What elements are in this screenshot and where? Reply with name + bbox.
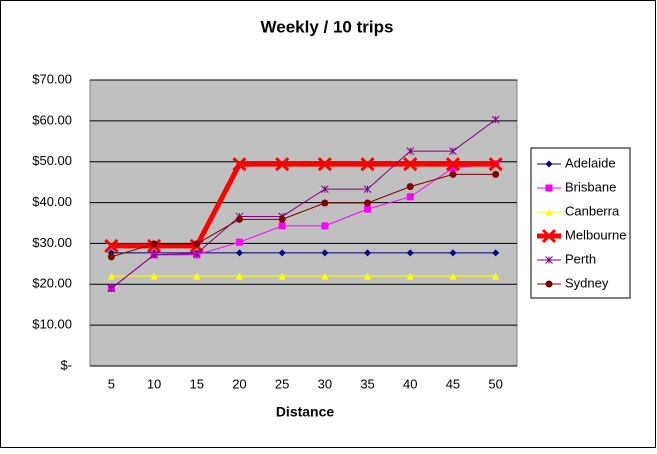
x-tick-label: 25: [275, 376, 289, 391]
y-tick-label: $20.00: [32, 276, 72, 291]
x-tick-label: 15: [190, 376, 204, 391]
marker: [235, 215, 243, 223]
marker: [445, 157, 461, 172]
marker: [235, 272, 243, 280]
marker: [107, 272, 115, 280]
legend-marker: [545, 256, 553, 264]
marker: [278, 272, 286, 280]
marker: [360, 157, 375, 172]
marker: [364, 205, 372, 213]
x-tick-label: 30: [318, 376, 332, 391]
legend-label: Melbourne: [565, 227, 626, 242]
x-tick-label: 5: [108, 376, 115, 391]
marker: [321, 222, 329, 230]
marker: [193, 272, 201, 280]
marker: [278, 215, 286, 223]
marker: [321, 272, 329, 280]
marker: [364, 199, 372, 207]
marker: [492, 170, 500, 178]
y-tick-label: $60.00: [32, 112, 72, 127]
legend-marker: [545, 160, 553, 168]
legend-label: Adelaide: [565, 155, 616, 170]
marker: [104, 238, 119, 253]
marker: [235, 249, 243, 257]
legend-label: Brisbane: [565, 179, 616, 194]
x-tick-label: 20: [232, 376, 246, 391]
marker: [449, 272, 457, 280]
x-tick-label: 35: [360, 376, 374, 391]
marker: [150, 272, 158, 280]
marker: [492, 249, 500, 257]
legend-label: Sydney: [565, 275, 609, 290]
marker: [449, 170, 457, 178]
plot-area: [89, 79, 518, 367]
x-tick-label: 10: [147, 376, 161, 391]
y-tick-label: $70.00: [32, 71, 72, 86]
legend-label: Perth: [565, 251, 596, 266]
series-line: [111, 161, 496, 249]
marker: [107, 253, 115, 261]
marker: [364, 249, 372, 257]
marker: [317, 157, 332, 172]
x-tick-label: 50: [488, 376, 502, 391]
marker: [320, 185, 329, 193]
y-tick-label: $10.00: [32, 317, 72, 332]
y-tick-label: $30.00: [32, 235, 72, 250]
marker: [235, 238, 243, 246]
marker: [192, 249, 201, 258]
marker: [403, 157, 418, 172]
marker: [321, 199, 329, 207]
legend: [530, 147, 631, 299]
marker: [278, 249, 286, 257]
marker: [232, 157, 247, 172]
marker: [488, 157, 503, 172]
marker: [364, 272, 372, 280]
y-tick-label: $40.00: [32, 194, 72, 209]
marker: [363, 185, 372, 193]
marker: [449, 249, 457, 257]
legend-marker: [545, 280, 553, 288]
marker: [275, 157, 290, 172]
marker: [150, 251, 158, 259]
chart-title: Weekly / 10 trips: [261, 17, 394, 36]
marker: [406, 193, 414, 201]
x-axis-title: Distance: [276, 404, 335, 420]
series-line: [111, 173, 496, 258]
series-line: [111, 119, 496, 289]
legend-marker: [545, 208, 553, 216]
marker: [193, 240, 201, 248]
marker: [150, 240, 158, 248]
legend-marker: [545, 184, 553, 192]
marker: [491, 115, 500, 124]
marker: [449, 147, 457, 155]
marker: [107, 284, 116, 293]
marker: [406, 147, 415, 155]
x-tick-label: 40: [403, 376, 417, 391]
marker: [449, 164, 457, 172]
marker: [278, 222, 286, 230]
series-line: [111, 163, 496, 289]
y-tick-label: $50.00: [32, 153, 72, 168]
marker: [406, 272, 414, 280]
marker: [321, 249, 329, 257]
legend-marker: [541, 228, 557, 244]
legend-label: Canberra: [565, 203, 620, 218]
y-tick-label: $-: [60, 357, 72, 372]
marker: [406, 183, 414, 191]
x-tick-label: 45: [446, 376, 460, 391]
marker: [492, 272, 500, 280]
marker: [406, 249, 414, 257]
